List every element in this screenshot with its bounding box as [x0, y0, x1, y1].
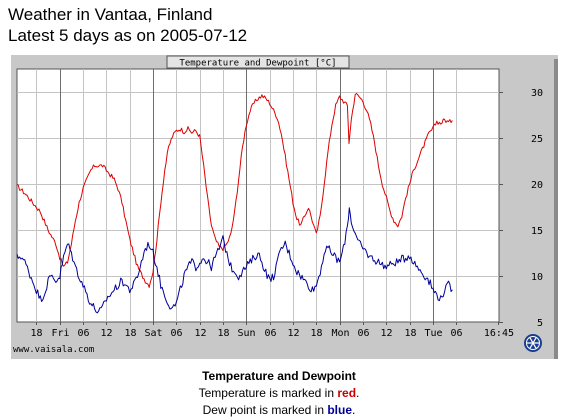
caption-temperature-color: red	[337, 386, 357, 400]
caption-temperature-suffix: .	[356, 386, 360, 400]
chart-frame-shadow	[554, 59, 558, 359]
x-tick-label: 06	[77, 328, 89, 339]
y-tick-label: 30	[531, 88, 543, 99]
x-tick-label: 18	[310, 328, 322, 339]
x-tick-label: 12	[287, 328, 299, 339]
x-tick-label: 12	[380, 328, 392, 339]
page-title-line-1: Weather in Vantaa, Finland	[8, 5, 213, 24]
caption-temperature: Temperature is marked in red.	[0, 386, 558, 401]
x-axis-ticks: 18 Fri 06 12 18 Sat 06 12 18 Sun 06 12 18 Mon 06 12 18 Tu…	[30, 322, 514, 339]
grid-lines	[17, 69, 499, 322]
page-title-line-2: Latest 5 days as on 2005-07-12	[8, 26, 248, 45]
caption-title: Temperature and Dewpoint	[202, 369, 356, 383]
series-lines	[16, 93, 453, 314]
caption-dewpoint-color: blue	[327, 403, 353, 417]
x-tick-label: 06	[450, 328, 462, 339]
y-tick-label: 20	[531, 180, 543, 191]
weather-chart: Temperature and Dewpoint [°C] 5 10 15 20 25 3…	[11, 55, 558, 359]
caption-dewpoint-suffix: .	[352, 403, 356, 417]
x-tick-label: Sat	[144, 328, 162, 339]
y-tick-label: 5	[537, 318, 543, 329]
x-tick-label: 12	[100, 328, 112, 339]
temperature-line	[16, 93, 453, 288]
caption-temperature-prefix: Temperature is marked in	[198, 386, 338, 400]
caption-dewpoint: Dew point is marked in blue.	[0, 403, 558, 418]
y-tick-label: 10	[531, 272, 543, 283]
x-tick-label: 18	[30, 328, 42, 339]
y-tick-label: 15	[531, 226, 543, 237]
chart-title-box	[166, 55, 350, 69]
caption-dewpoint-prefix: Dew point is marked in	[202, 403, 328, 417]
x-tick-label: Tue	[424, 328, 442, 339]
x-tick-label: Mon	[331, 328, 349, 339]
dewpoint-line	[16, 207, 453, 314]
x-tick-label: 06	[170, 328, 182, 339]
x-tick-label: 16:45	[484, 328, 514, 339]
source-label: www.vaisala.com	[13, 345, 94, 355]
plot-area	[16, 68, 500, 323]
y-tick-label: 25	[531, 134, 543, 145]
vaisala-logo-icon	[524, 334, 542, 352]
x-tick-label: 18	[124, 328, 136, 339]
x-tick-label: Fri	[51, 328, 69, 339]
x-tick-label: 06	[264, 328, 276, 339]
x-tick-label: 06	[357, 328, 369, 339]
x-tick-label: Sun	[237, 328, 255, 339]
x-tick-label: 12	[194, 328, 206, 339]
page-title: Weather in Vantaa, Finland Latest 5 days…	[8, 4, 247, 46]
x-tick-label: 18	[217, 328, 229, 339]
y-axis-ticks: 5 10 15 20 25 30	[499, 88, 543, 329]
chart-title: Temperature and Dewpoint [°C]	[179, 59, 336, 69]
x-tick-label: 18	[404, 328, 416, 339]
